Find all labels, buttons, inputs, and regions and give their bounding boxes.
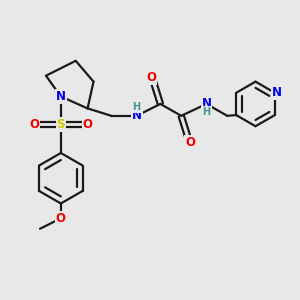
Text: O: O [146,71,157,84]
Text: O: O [185,136,195,149]
Text: N: N [132,109,142,122]
Text: O: O [56,212,66,225]
Text: O: O [82,118,93,131]
Text: H: H [202,107,211,117]
Text: H: H [133,103,141,112]
Text: N: N [56,90,66,103]
Text: S: S [57,118,65,131]
Text: N: N [202,98,212,110]
Text: N: N [272,86,282,99]
Text: O: O [29,118,39,131]
